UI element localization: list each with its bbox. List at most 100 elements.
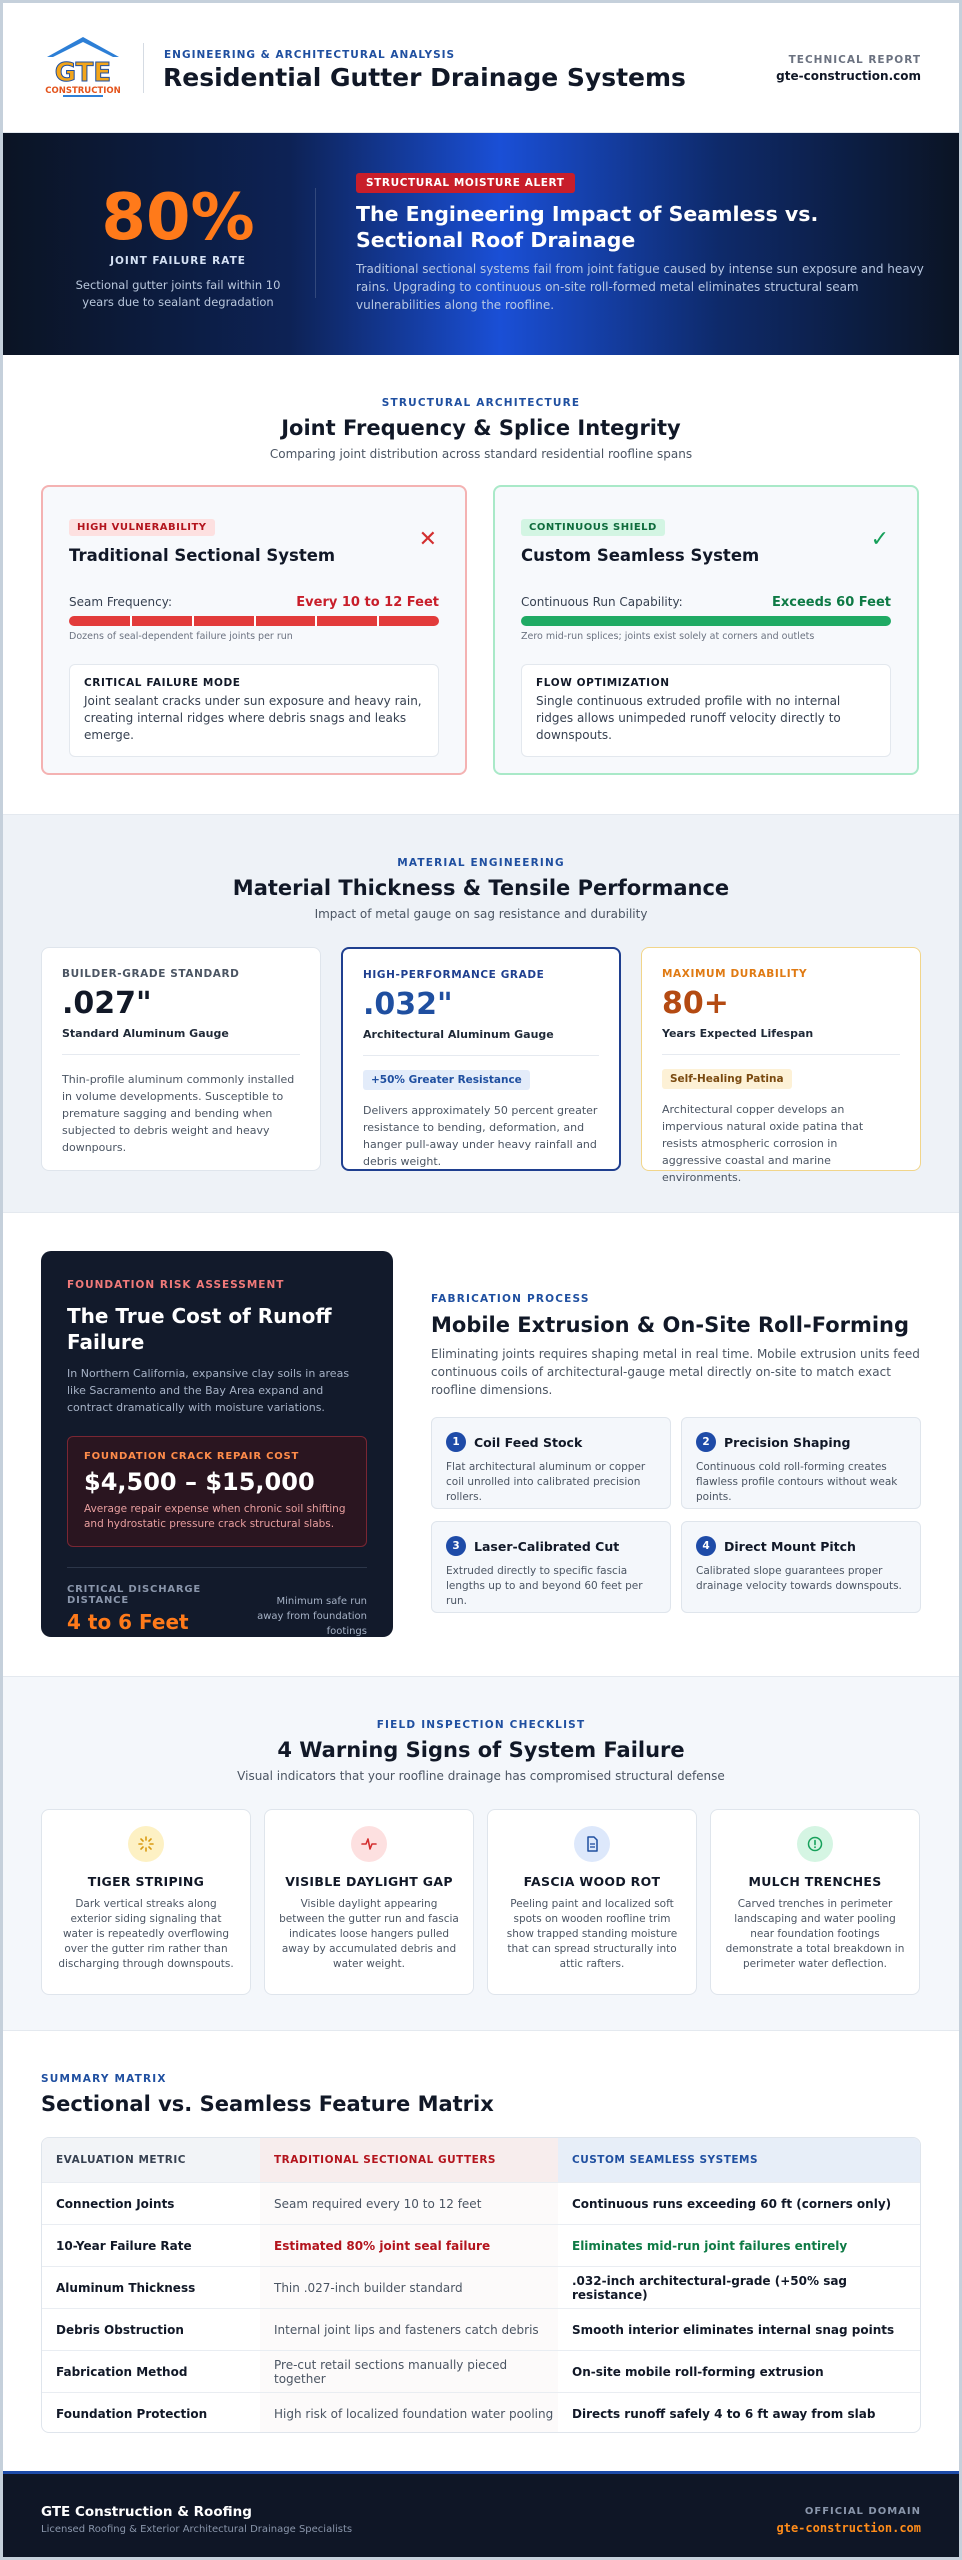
card-subtitle: Architectural Aluminum Gauge (363, 1028, 554, 1041)
vulnerability-chip: HIGH VULNERABILITY (69, 519, 215, 536)
check-icon: ✓ (870, 527, 889, 552)
hero-divider (315, 188, 316, 298)
panel-title: The True Cost of Runoff Failure (67, 1304, 332, 1354)
sectional-cell: Pre-cut retail sections manually pieced … (260, 2351, 558, 2392)
header-eyebrow: ENGINEERING & ARCHITECTURAL ANALYSIS (164, 49, 456, 61)
process-steps: 1 Coil Feed Stock Flat architectural alum… (431, 1417, 921, 1613)
builder-grade-card: BUILDER-GRADE STANDARD .027" Standard Al… (41, 947, 321, 1171)
step-title: Coil Feed Stock (474, 1434, 583, 1450)
seam-tick (192, 616, 195, 626)
sectional-cell: Thin .027-inch builder standard (260, 2267, 558, 2308)
section-eyebrow: STRUCTURAL ARCHITECTURE (381, 397, 581, 409)
seamless-cell: Eliminates mid-run joint failures entire… (572, 2238, 848, 2253)
header-domain-link[interactable]: gte-construction.com (776, 69, 921, 83)
metric-cell: Fabrication Method (56, 2364, 188, 2379)
repair-cost-label: FOUNDATION CRACK REPAIR COST (84, 1451, 300, 1462)
row-label: Continuous Run Capability: (521, 595, 683, 609)
step-text: Continuous cold roll-forming creates fla… (696, 1461, 898, 1503)
metric-cell: Aluminum Thickness (56, 2280, 196, 2295)
seam-tick (377, 616, 380, 626)
section-subtitle: Comparing joint distribution across stan… (269, 447, 693, 461)
warning-signs-section: FIELD INSPECTION CHECKLIST 4 Warning Sig… (3, 1677, 959, 2031)
metric-cell: 10-Year Failure Rate (56, 2238, 192, 2253)
pulse-icon (351, 1826, 387, 1862)
feature-matrix-table: EVALUATION METRIC TRADITIONAL SECTIONAL … (41, 2137, 921, 2433)
warning-text: Dark vertical streaks along exterior sid… (58, 1898, 234, 1970)
row-label: Seam Frequency: (69, 595, 173, 609)
repair-cost-text: Average repair expense when chronic soil… (84, 1503, 346, 1530)
column-header: CUSTOM SEAMLESS SYSTEMS (558, 2138, 920, 2182)
distance-label: CRITICAL DISCHARGE DISTANCE (67, 1584, 202, 1606)
panel-divider (67, 1567, 367, 1568)
failure-mode-box: CRITICAL FAILURE MODE Joint sealant crac… (69, 664, 439, 757)
fabrication-process: FABRICATION PROCESS Mobile Extrusion & O… (431, 1293, 921, 1613)
section-eyebrow: FIELD INSPECTION CHECKLIST (376, 1719, 586, 1731)
footer-domain-link[interactable]: gte-construction.com (776, 2521, 922, 2535)
maximum-durability-card: MAXIMUM DURABILITY 80+ Years Expected Li… (641, 947, 921, 1184)
hero-stat-label: JOINT FAILURE RATE (110, 255, 246, 267)
warning-title: MULCH TRENCHES (748, 1874, 882, 1889)
seam-tick (315, 616, 318, 626)
feature-matrix-section: SUMMARY MATRIX Sectional vs. Seamless Fe… (3, 2031, 959, 2471)
card-label: MAXIMUM DURABILITY (662, 968, 808, 980)
section-title: Sectional vs. Seamless Feature Matrix (41, 2092, 494, 2116)
step-number: 4 (696, 1536, 716, 1556)
metric-cell: Connection Joints (56, 2196, 175, 2211)
step-title: Direct Mount Pitch (724, 1538, 856, 1554)
warning-card-daylight-gap: VISIBLE DAYLIGHT GAP Visible daylight ap… (264, 1809, 474, 1995)
run-capability-row: Continuous Run Capability: Exceeds 60 Fe… (521, 595, 891, 610)
seamless-cell: Directs runoff safely 4 to 6 ft away fro… (572, 2406, 876, 2421)
table-row: Connection Joints Seam required every 10… (42, 2182, 920, 2224)
warning-title: FASCIA WOOD ROT (523, 1874, 661, 1889)
card-text: Thin-profile aluminum commonly installed… (62, 1073, 295, 1154)
step-title: Precision Shaping (724, 1434, 851, 1450)
box-text: Joint sealant cracks under sun exposure … (84, 694, 422, 742)
continuous-run-bar (521, 616, 891, 626)
seamless-cell: Smooth interior eliminates internal snag… (572, 2322, 895, 2337)
hero-subtitle: Traditional sectional systems fail from … (356, 262, 924, 312)
column-header: EVALUATION METRIC (42, 2138, 260, 2182)
step-card: 2 Precision Shaping Continuous cold roll-… (681, 1417, 921, 1509)
box-title: FLOW OPTIMIZATION (536, 677, 670, 689)
gauge-value: .027" (62, 986, 152, 1021)
warning-text: Peeling paint and localized soft spots o… (506, 1898, 678, 1970)
step-number: 2 (696, 1432, 716, 1452)
warning-text: Carved trenches in perimeter landscaping… (725, 1898, 905, 1970)
seamless-cell: On-site mobile roll-forming extrusion (572, 2364, 824, 2379)
foundation-risk-panel: FOUNDATION RISK ASSESSMENT The True Cost… (41, 1251, 393, 1637)
panel-eyebrow: FOUNDATION RISK ASSESSMENT (67, 1279, 285, 1291)
svg-text:CONSTRUCTION: CONSTRUCTION (45, 86, 120, 96)
foundation-fabrication-section: FOUNDATION RISK ASSESSMENT The True Cost… (3, 1213, 959, 1677)
gauge-value: .032" (363, 987, 453, 1022)
step-text: Extruded directly to specific fascia len… (446, 1565, 643, 1607)
patina-chip: Self-Healing Patina (662, 1069, 792, 1089)
section-title: Mobile Extrusion & On-Site Roll-Forming (431, 1313, 910, 1337)
report-page: GTE CONSTRUCTION ENGINEERING & ARCHITECT… (3, 3, 959, 2557)
footer-domain-label: OFFICIAL DOMAIN (804, 2506, 921, 2517)
repair-cost-value: $4,500 – $15,000 (84, 1468, 315, 1496)
panel-text: In Northern California, expansive clay s… (67, 1367, 350, 1414)
resistance-chip: +50% Greater Resistance (363, 1070, 530, 1090)
footer-tagline: Licensed Roofing & Exterior Architectura… (41, 2524, 353, 2535)
section-subtitle: Impact of metal gauge on sag resistance … (314, 907, 648, 921)
hero-stat: 80% JOINT FAILURE RATE Sectional gutter … (63, 183, 293, 311)
hero-title: The Engineering Impact of Seamless vs. S… (356, 202, 819, 252)
seam-frequency-row: Seam Frequency: Every 10 to 12 Feet (69, 595, 439, 610)
seamless-cell: .032-inch architectural-grade (+50% sag … (572, 2273, 848, 2302)
card-label: BUILDER-GRADE STANDARD (62, 968, 240, 980)
sectional-cell: Estimated 80% joint seal failure (260, 2225, 558, 2266)
warning-card-tiger-striping: TIGER STRIPING Dark vertical streaks alo… (41, 1809, 251, 1995)
section-eyebrow: FABRICATION PROCESS (431, 1293, 590, 1305)
footer-company-name: GTE Construction & Roofing (41, 2504, 252, 2520)
column-header: TRADITIONAL SECTIONAL GUTTERS (260, 2138, 558, 2182)
step-card: 3 Laser-Calibrated Cut Extruded directly … (431, 1521, 671, 1613)
step-text: Calibrated slope guarantees proper drain… (696, 1565, 902, 1592)
sectional-system-card: HIGH VULNERABILITY Traditional Sectional… (41, 485, 467, 775)
lifespan-value: 80+ (662, 986, 729, 1021)
report-type-label: TECHNICAL REPORT (788, 54, 921, 66)
table-row: Aluminum Thickness Thin .027-inch builde… (42, 2266, 920, 2308)
box-title: CRITICAL FAILURE MODE (84, 677, 241, 689)
bar-note: Dozens of seal-dependent failure joints … (69, 631, 293, 642)
company-logo[interactable]: GTE CONSTRUCTION (41, 33, 125, 99)
warning-text: Visible daylight appearing between the g… (279, 1898, 459, 1970)
